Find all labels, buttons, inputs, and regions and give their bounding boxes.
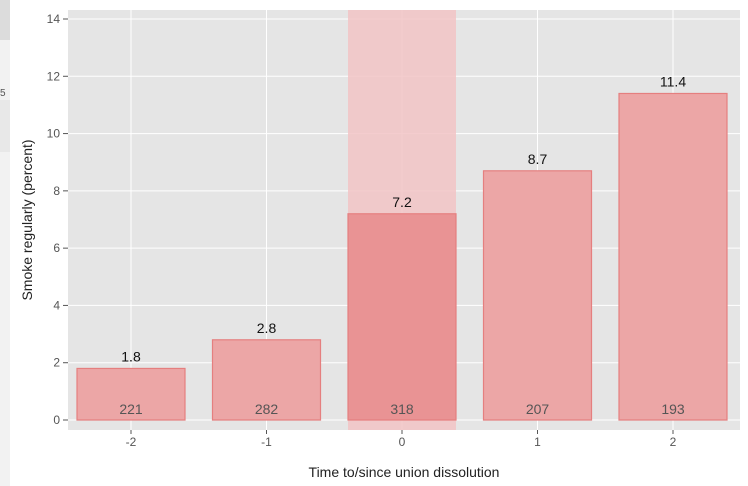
x-tick-label: 1 [534,435,541,449]
bar-count-label: 318 [390,401,414,417]
y-tick-label: 0 [53,413,60,427]
y-tick-label: 10 [47,127,61,141]
bars: 1.8 221 2.8 282 7.2 318 8.7 207 11.4 193 [76,73,728,421]
bar [618,92,728,421]
y-tick-label: 12 [47,69,61,83]
bar-count-label: 207 [526,401,550,417]
bar [211,339,322,421]
bar-count-label: 221 [119,401,143,417]
fragment-digit: 5 [0,88,6,99]
y-tick-label: 4 [53,298,60,312]
bar-value-label: 8.7 [528,151,548,167]
bar-count-label: 282 [255,401,279,417]
x-tick-label: 2 [670,435,677,449]
y-tick-label: 6 [53,241,60,255]
fragment-block [0,0,10,40]
y-axis-title: Smoke regularly (percent) [19,139,35,300]
bar-count-label: 193 [661,401,685,417]
x-axis-title: Time to/since union dissolution [309,464,500,480]
x-tick-label: -1 [261,435,272,449]
left-page-fragment: 5 [0,0,10,486]
bar [482,170,593,421]
y-tick-label: 2 [53,356,60,370]
bar-value-label: 7.2 [392,194,412,210]
bar [347,213,457,421]
fragment-block [0,100,10,152]
bar-value-label: 11.4 [660,73,686,89]
bar [76,367,186,421]
y-tick-label: 8 [53,184,60,198]
y-tick-label: 14 [47,12,61,26]
x-tick-label: -2 [126,435,137,449]
bar-value-label: 2.8 [257,320,277,336]
x-tick-label: 0 [399,435,406,449]
bar-value-label: 1.8 [121,348,141,364]
